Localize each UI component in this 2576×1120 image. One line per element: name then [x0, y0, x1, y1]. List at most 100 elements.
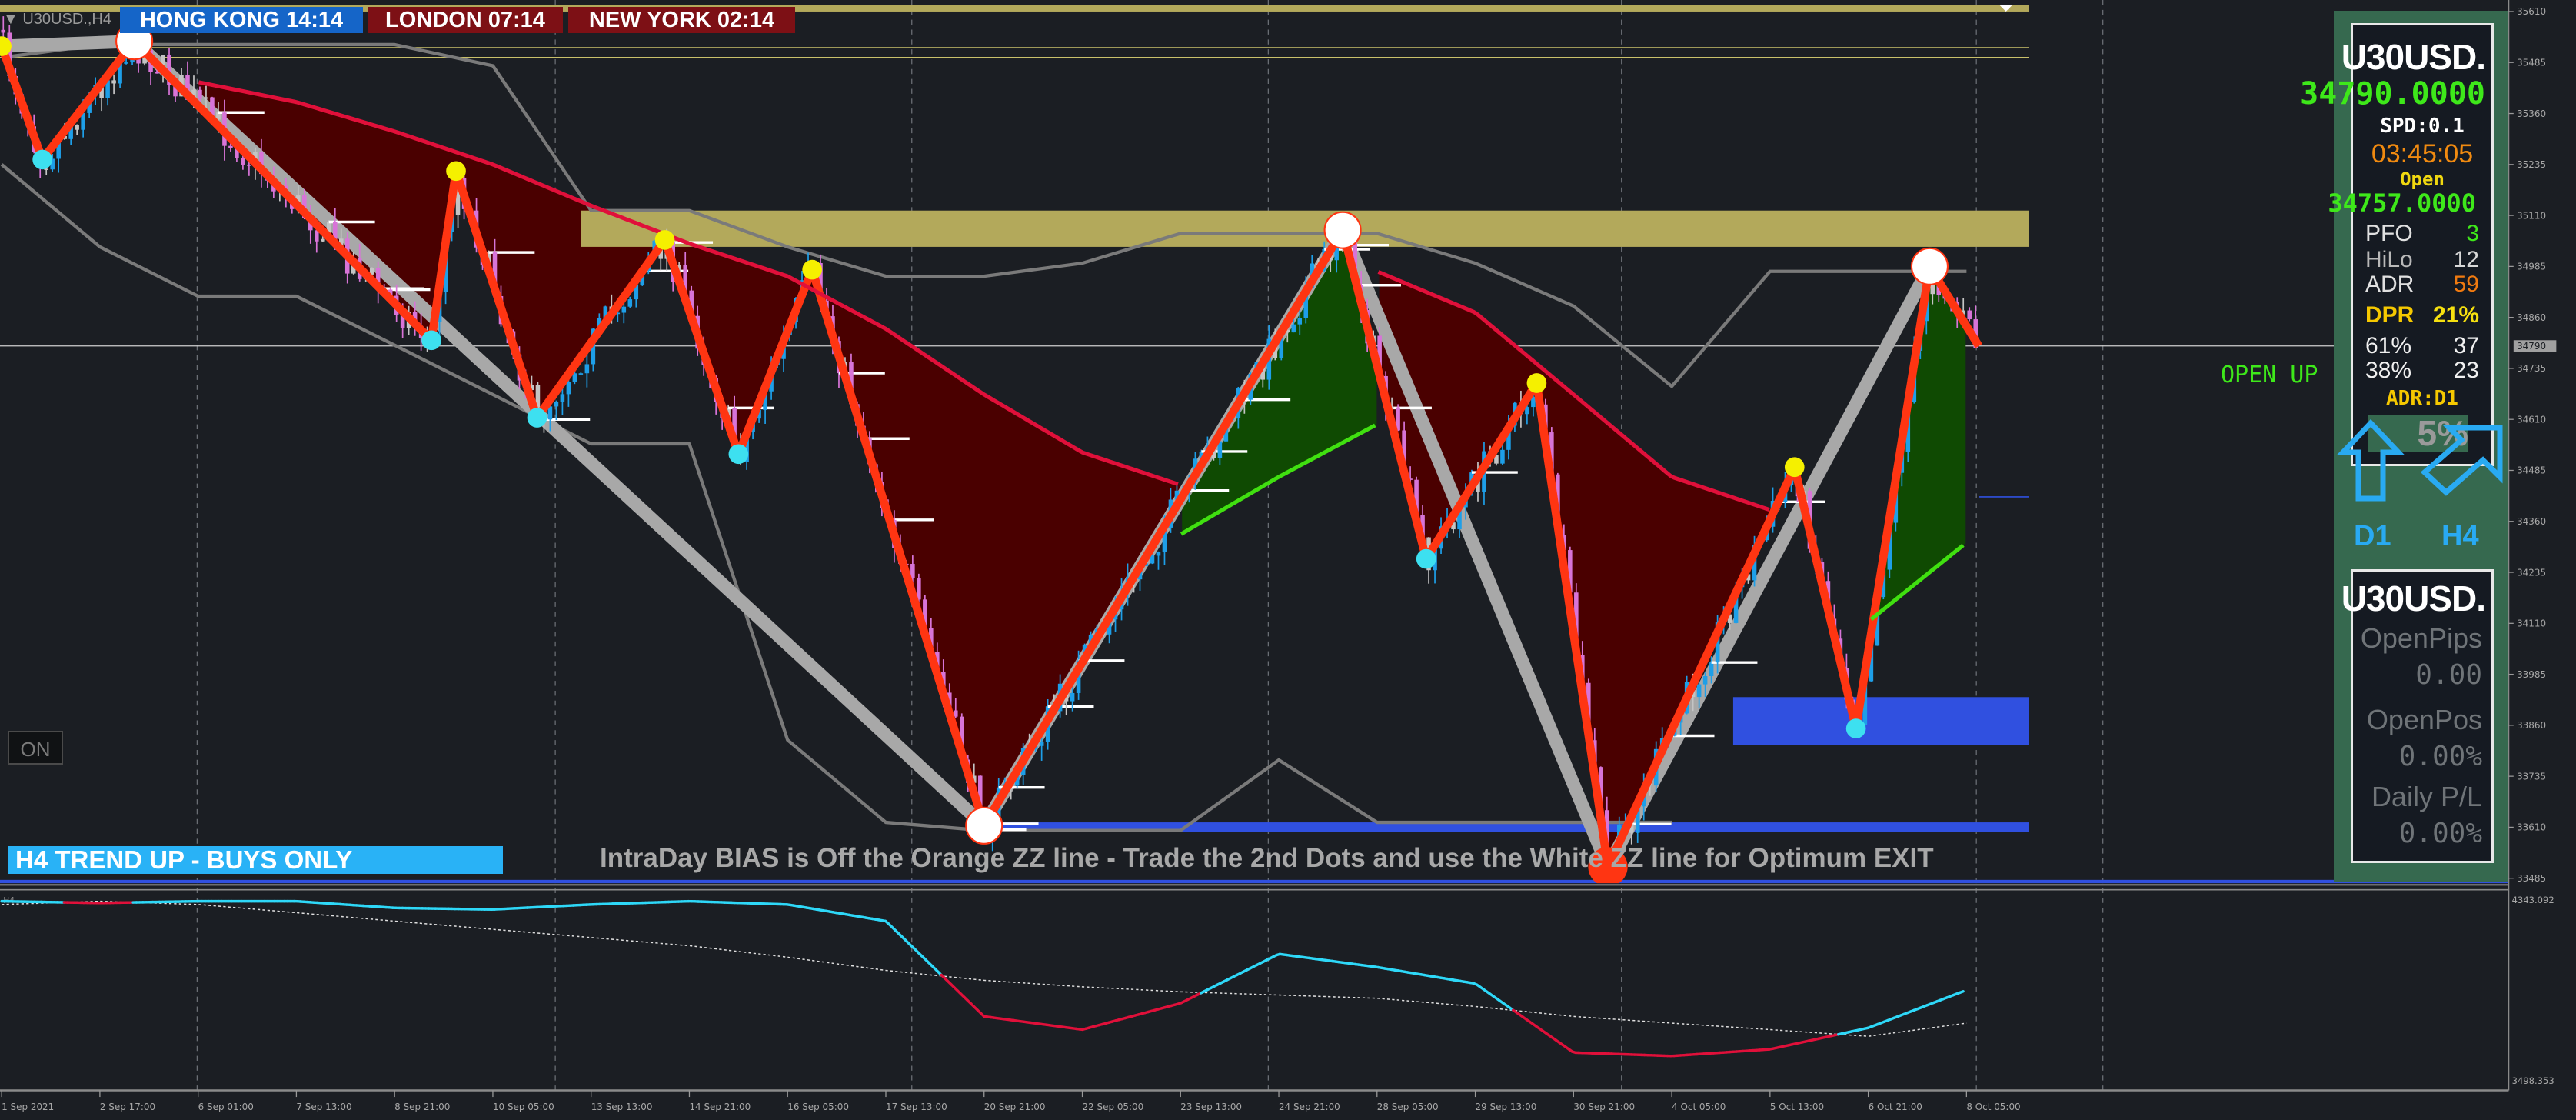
- candle-countdown: 03:45:05: [2371, 139, 2474, 168]
- candle-body: [167, 55, 171, 85]
- price-tick-label: 34610: [2517, 414, 2546, 425]
- time-tick-label: 14 Sep 21:00: [689, 1102, 751, 1112]
- candle-body: [1088, 634, 1093, 645]
- candle-body: [338, 238, 344, 248]
- price-tick-label: 34110: [2517, 618, 2546, 629]
- time-tick-label: 10 Sep 05:00: [493, 1102, 554, 1112]
- adr-timeframe: ADR:D1: [2386, 387, 2458, 410]
- candle-body: [634, 285, 639, 300]
- candle-body: [369, 268, 374, 275]
- candle-body: [1887, 522, 1892, 570]
- spread: SPD:0.1: [2380, 115, 2465, 138]
- bearish-cloud-fill: [198, 82, 1180, 825]
- time-tick-label: 24 Sep 21:00: [1279, 1102, 1340, 1112]
- candle-body: [1629, 824, 1634, 833]
- candle-body: [566, 382, 571, 395]
- candle-body: [960, 716, 964, 760]
- open-price: 34757.0000: [2328, 188, 2476, 218]
- candle-body: [326, 222, 331, 239]
- time-tick-label: 8 Oct 05:00: [1966, 1102, 2020, 1112]
- candle-body: [1506, 425, 1511, 450]
- candle-body: [56, 135, 61, 159]
- price-tick-label: 33860: [2517, 720, 2546, 731]
- candle-body: [99, 85, 104, 98]
- candle-body: [68, 125, 73, 139]
- candle-body: [1869, 645, 1874, 682]
- bias-message: IntraDay BIAS is Off the Orange ZZ line …: [600, 843, 1934, 873]
- candle-body: [81, 112, 85, 130]
- candle-body: [118, 62, 122, 84]
- candle-body: [1217, 441, 1223, 458]
- candle-body: [1070, 692, 1075, 702]
- candle-body: [929, 628, 934, 652]
- stat-value: 59: [2453, 272, 2479, 297]
- stat-label: HiLo: [2365, 247, 2413, 272]
- stat-value: 12: [2453, 247, 2479, 272]
- candle-body: [572, 373, 577, 382]
- time-tick-label: 16 Sep 05:00: [787, 1102, 849, 1112]
- session-london: LONDON 07:14: [368, 7, 563, 33]
- time-tick-label: 23 Sep 13:00: [1180, 1102, 1242, 1112]
- white-pivot-dot: [1323, 211, 1362, 249]
- current-price-label: 34790: [2517, 341, 2546, 352]
- open-pips-value: 0.00: [2415, 659, 2482, 691]
- candle-body: [923, 599, 927, 628]
- candle-body: [44, 168, 48, 170]
- candle-body: [259, 152, 264, 175]
- on-toggle-button[interactable]: ON: [8, 731, 63, 765]
- candle-body: [603, 306, 608, 318]
- session-hong-kong: HONG KONG 14:14: [120, 7, 363, 33]
- supply-zone: [581, 210, 2029, 247]
- time-tick-label: 20 Sep 21:00: [984, 1102, 1046, 1112]
- stat-adr: ADR 59: [2365, 272, 2479, 298]
- time-tick-label: 4 Oct 05:00: [1672, 1102, 1726, 1112]
- candle-body: [1494, 455, 1499, 464]
- yellow-pivot-dot: [446, 161, 466, 182]
- trend-d1-label: D1: [2354, 520, 2391, 552]
- candle-body: [1451, 522, 1456, 530]
- time-tick-label: 28 Sep 05:00: [1377, 1102, 1439, 1112]
- price-tick-label: 33985: [2517, 669, 2546, 680]
- trend-banner: H4 TREND UP - BUYS ONLY: [8, 846, 503, 874]
- price-axis: 35610 35485 35360 35235 35110 34985 34860 34735…: [2508, 6, 2557, 1086]
- trend-arrows: [2336, 418, 2503, 502]
- candle-body: [1875, 597, 1880, 646]
- candle-body: [1199, 451, 1204, 459]
- lower-band-line: [0, 163, 1672, 832]
- candle-body: [615, 312, 621, 315]
- candle-body: [560, 394, 565, 402]
- open-pos-value: 0.00%: [2398, 741, 2482, 772]
- fib-label: 61%: [2365, 333, 2412, 358]
- axes: [0, 0, 2510, 1092]
- price-tick-label: 34985: [2517, 262, 2546, 272]
- time-tick-label: 6 Oct 21:00: [1869, 1102, 1922, 1112]
- time-tick-label: 22 Sep 05:00: [1083, 1102, 1144, 1112]
- candle-body: [1635, 806, 1640, 833]
- candle-body: [105, 80, 110, 98]
- candle-body: [75, 125, 79, 130]
- fib-value: 23: [2453, 358, 2479, 383]
- yellow-pivot-dot: [0, 36, 12, 56]
- candle-body: [1531, 396, 1536, 408]
- price-tick-label: 34860: [2517, 312, 2546, 323]
- candle-body: [455, 178, 461, 215]
- candle-body: [1303, 287, 1309, 318]
- candle-body: [1746, 574, 1751, 581]
- candle-body: [161, 55, 165, 74]
- orange-pivot-dot: [1588, 847, 1628, 884]
- candle-body: [173, 85, 178, 97]
- candle-body: [1211, 446, 1216, 458]
- candle-body: [1709, 662, 1714, 676]
- stat-value: 3: [2466, 221, 2479, 246]
- candle-body: [400, 315, 405, 328]
- cyan-pivot-dot: [421, 330, 441, 351]
- fib-label: 38%: [2365, 358, 2412, 383]
- price-tick-label: 34235: [2517, 567, 2546, 578]
- price-tick-label: 35610: [2517, 6, 2546, 17]
- yellow-pivot-dot: [654, 230, 675, 250]
- candle-body: [1414, 479, 1419, 515]
- session-new-york: NEW YORK 02:14: [568, 7, 795, 33]
- candle-body: [155, 72, 159, 74]
- candle-body: [1733, 587, 1739, 623]
